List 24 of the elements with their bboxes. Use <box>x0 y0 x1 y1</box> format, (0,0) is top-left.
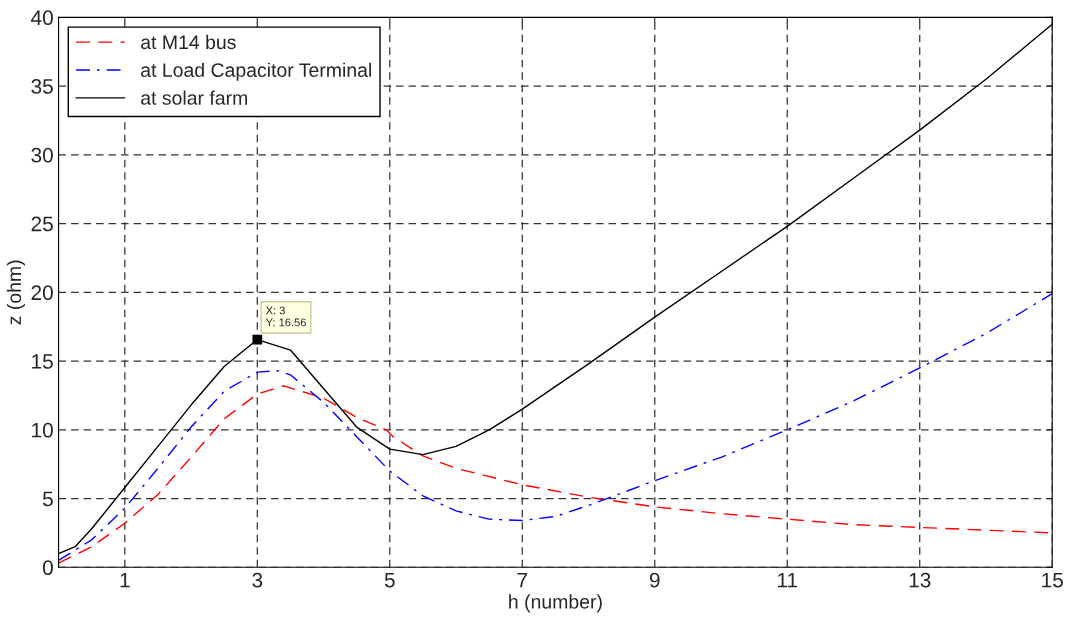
y-tick-label: 0 <box>42 560 53 576</box>
x-tick-label: 15 <box>1042 572 1063 588</box>
x-tick-label: 7 <box>517 572 528 588</box>
legend-label: at solar farm <box>141 90 248 105</box>
y-tick-label: 10 <box>32 422 53 438</box>
y-axis-title: z (ohm) <box>6 260 25 325</box>
legend-label: at M14 bus <box>141 34 236 50</box>
x-tick-label: 5 <box>384 572 395 588</box>
y-tick-label: 25 <box>31 216 53 232</box>
x-tick-label: 11 <box>778 572 798 588</box>
y-tick-label: 5 <box>42 491 53 507</box>
x-axis-title: h (number) <box>509 594 602 613</box>
line-series <box>58 293 1053 562</box>
y-tick-label: 30 <box>31 147 53 163</box>
x-tick-label: 9 <box>649 572 660 588</box>
y-tick-label: 35 <box>31 79 53 94</box>
x-tick-label: 1 <box>120 572 130 588</box>
y-tick-label: 15 <box>32 354 53 369</box>
y-tick-label: 20 <box>31 285 53 301</box>
x-tick-label: 13 <box>909 572 931 588</box>
legend-label: at Load Capacitor Terminal <box>141 62 371 81</box>
x-tick-label: 3 <box>252 572 263 588</box>
y-tick-label: 40 <box>31 10 53 26</box>
annotation: X: 3 Y: 16.56 <box>265 306 306 327</box>
